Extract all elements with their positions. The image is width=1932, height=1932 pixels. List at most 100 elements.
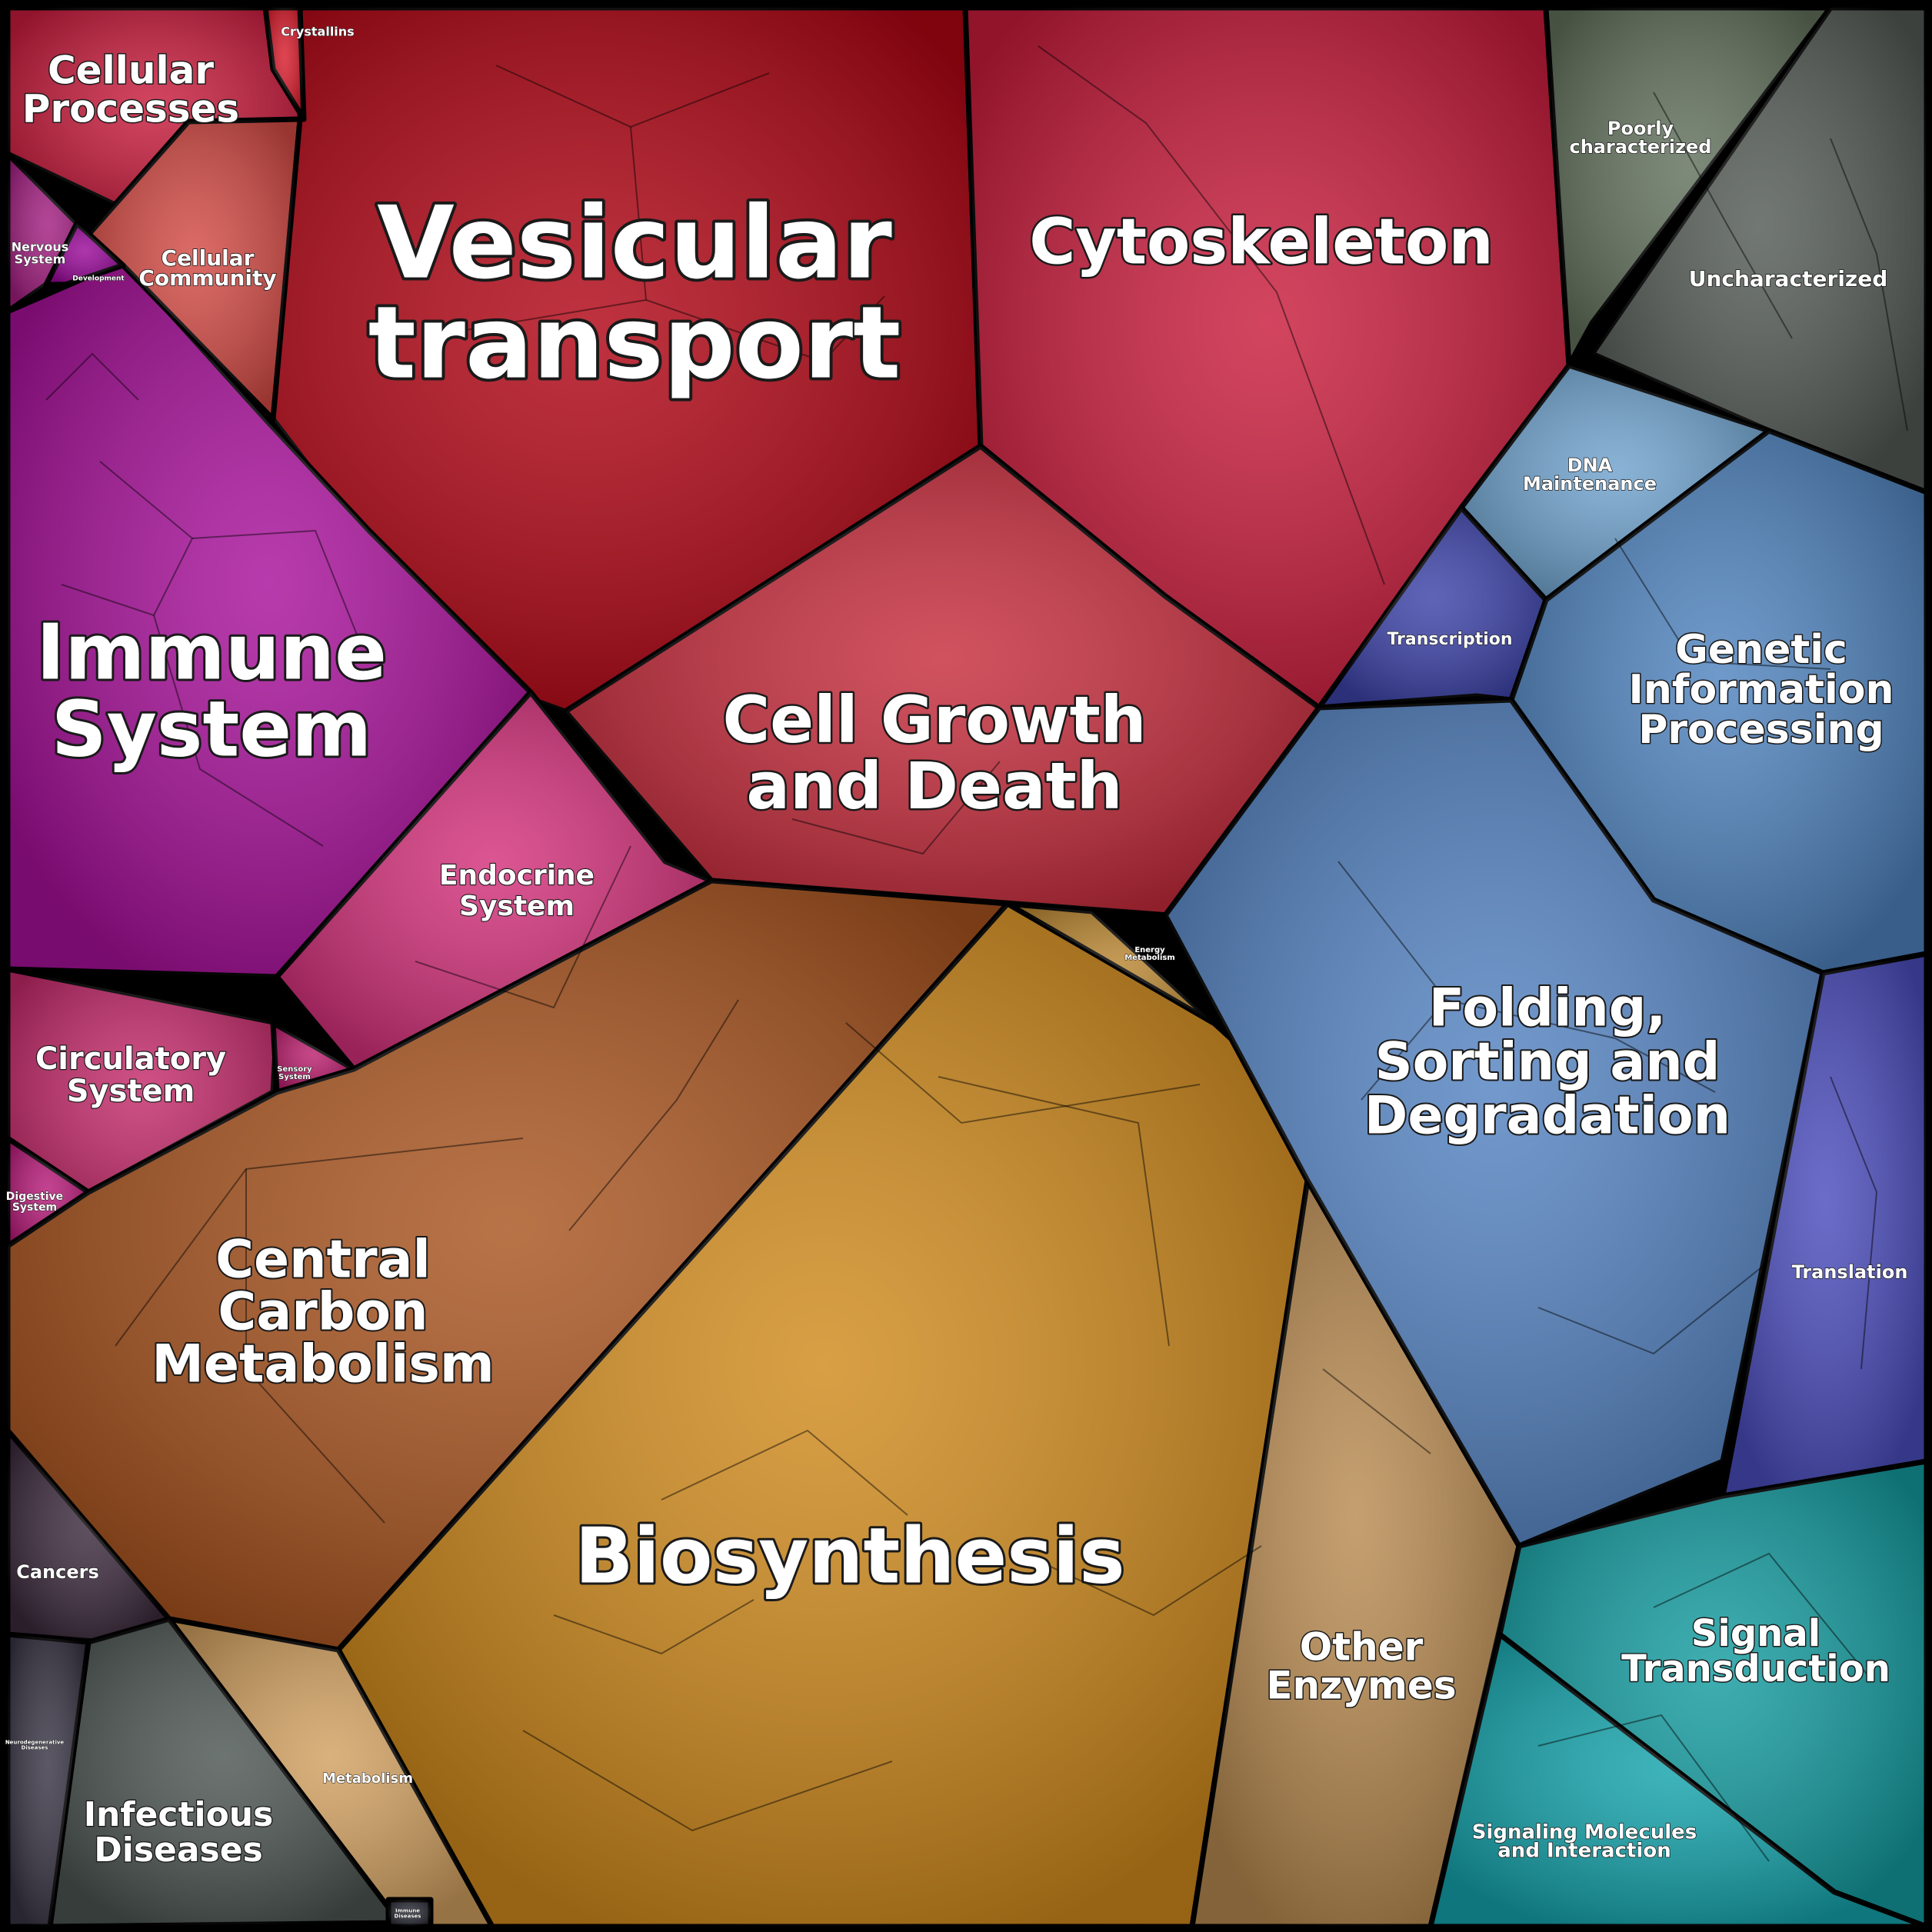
region-label-line: Crystallins [281, 25, 354, 39]
region-label-line: System [12, 1201, 57, 1214]
subcell-boundary [1022, 1545, 1262, 1617]
region-label-line: Immune [36, 607, 387, 697]
subcell-boundary [495, 65, 770, 128]
subcell-boundary [1614, 538, 1831, 670]
label-crystallins: Crystallins [281, 24, 355, 39]
region-label-line: System [459, 891, 575, 922]
region-label-line: Transcription [1387, 630, 1512, 649]
region-label-line: System [278, 1073, 311, 1081]
region-label-line: System [52, 684, 372, 774]
region-label-line: Infectious [84, 1795, 274, 1834]
region-label-line: Nervous [12, 240, 68, 255]
region-label-line: Signal [1691, 1612, 1820, 1655]
label-uncharacterized: Uncharacterized [1688, 265, 1888, 292]
subcell-boundary [1537, 1261, 1770, 1355]
region-label-line: Maintenance [1523, 473, 1657, 495]
region-label-line: Carbon [218, 1282, 428, 1343]
region-label-line: Endocrine [439, 860, 595, 891]
subcell-boundary [192, 529, 362, 647]
region-label-line: Vesicular [377, 185, 892, 301]
subcell-boundary [415, 845, 631, 1009]
region-label-line: Metabolism [1124, 954, 1175, 962]
region-label-line: Neurodegenerative [5, 1740, 65, 1746]
region-label-line: Biosynthesis [575, 1511, 1124, 1601]
region-label-line: Digestive [6, 1191, 63, 1203]
region-label-line: and Interaction [1497, 1840, 1671, 1863]
region-label-line: System [67, 1074, 195, 1109]
region-label-line: Poorly [1607, 118, 1674, 139]
region-label-line: Immune [395, 1908, 420, 1914]
label-development: Development [72, 275, 125, 283]
region-label-line: Metabolism [322, 1770, 413, 1787]
subcell-boundary [568, 999, 739, 1231]
region-label-line: Degradation [1364, 1086, 1730, 1147]
region-label-line: Folding, [1429, 978, 1667, 1039]
region-label-line: Sorting and [1375, 1032, 1720, 1093]
region-label-line: Cytoskeleton [1029, 205, 1494, 278]
region-label-line: Sensory [277, 1065, 312, 1074]
region-label-line: Cancers [16, 1561, 99, 1583]
region-label-line: transport [368, 285, 901, 401]
label-transcription: Transcription [1387, 629, 1513, 649]
subcell-boundary [661, 1429, 908, 1516]
region-label-line: characterized [1569, 136, 1711, 158]
region-label-line: Diseases [395, 1914, 421, 1920]
region-label-line: Enzymes [1266, 1664, 1456, 1708]
subcell-boundary [61, 461, 194, 617]
subcell-boundary [1653, 92, 1793, 339]
region-label-line: Metabolism [152, 1334, 495, 1395]
subcell-boundary [45, 352, 139, 401]
region-label-line: Circulatory [35, 1041, 226, 1077]
region-label-line: Translation [1792, 1261, 1908, 1283]
subcell-boundary [1653, 1552, 1870, 1677]
subcell-boundary [245, 1169, 385, 1524]
label-metabolism: Metabolism [321, 1770, 413, 1787]
region-label-line: Transduction [1621, 1647, 1890, 1690]
region-label-line: Central [215, 1230, 431, 1291]
subcell-boundary [153, 615, 324, 847]
subcell-boundary [1830, 138, 1908, 431]
region-label-line: Uncharacterized [1689, 266, 1888, 291]
region-label-line: Diseases [94, 1830, 263, 1870]
region-label-line: Diseases [22, 1745, 48, 1751]
region-label-line: System [15, 252, 66, 267]
subcell-boundary [845, 1022, 1201, 1124]
region-label-line: Processing [1638, 707, 1884, 753]
region-label-line: Processes [22, 87, 239, 132]
region-label-line: Genetic [1675, 627, 1847, 673]
region-label-line: Cell Growth [722, 682, 1146, 758]
region-label-line: DNA [1567, 455, 1613, 476]
label-cancers: Cancers [16, 1561, 100, 1583]
region-label-line: Energy [1134, 946, 1165, 954]
region-label-line: Cellular [48, 48, 214, 93]
label-biosynthesis: Biosynthesis [572, 1508, 1127, 1603]
subcell-boundary [1322, 1368, 1431, 1454]
region-label-line: Other [1300, 1625, 1424, 1670]
subcell-boundary [1038, 45, 1277, 293]
subcell-boundary [938, 1076, 1170, 1347]
subcell-boundary [1337, 861, 1447, 1101]
subcell-boundary [115, 1138, 524, 1347]
subcell-boundary [1830, 1076, 1878, 1370]
subcell-boundary [791, 761, 1001, 855]
subcell-boundary [1537, 1714, 1770, 1862]
